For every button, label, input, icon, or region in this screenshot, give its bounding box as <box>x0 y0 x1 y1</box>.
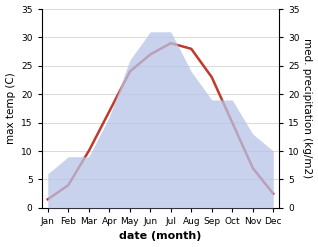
Y-axis label: med. precipitation (kg/m2): med. precipitation (kg/m2) <box>302 38 313 179</box>
X-axis label: date (month): date (month) <box>119 231 202 242</box>
Y-axis label: max temp (C): max temp (C) <box>5 73 16 144</box>
